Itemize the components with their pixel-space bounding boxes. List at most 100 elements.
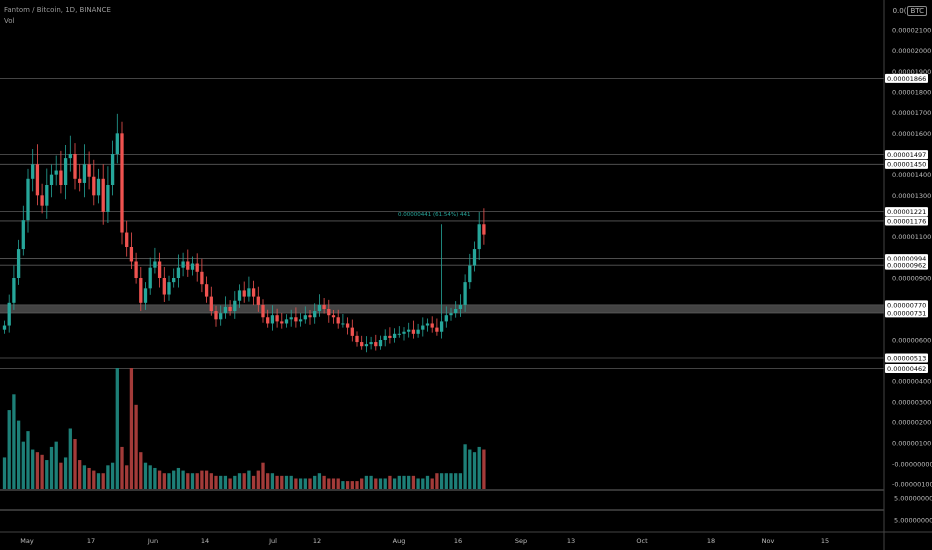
currency-selector[interactable]: 0.0(BTC [893,6,927,16]
price-tick-label: 0.00001800 [892,89,931,97]
volume-bar [106,465,110,489]
volume-bar [369,475,373,489]
candle-body [355,335,359,343]
candle-body [350,327,354,336]
level-price-label: 0.00001866 [887,75,926,83]
volume-bar [143,462,148,489]
candle-body [45,185,49,206]
volume-bar [162,473,166,489]
candle-body [237,290,242,301]
candle-body [430,323,434,328]
measurement-tool: 0.00000441 (61.54%) 441 [398,212,471,316]
candle-body [63,158,68,185]
candle-body [449,313,453,316]
volume-bar [228,478,232,489]
candle-body [54,170,58,175]
candle-body [336,317,340,324]
volume-bar [92,470,96,489]
candle-body [181,261,185,268]
price-tick-label: 0.00000900 [892,275,931,283]
level-price-label: 0.00000513 [887,354,926,362]
candle-body [364,344,369,347]
price-tick-label: 0.00001100 [892,233,931,241]
volume-bar [336,478,340,489]
candle-body [331,315,336,318]
volume-bar [284,475,289,489]
candle-body [49,174,54,185]
volume-bar [449,473,453,489]
time-tick-label: 16 [454,537,462,545]
volume-bar [360,478,364,489]
candle-body [482,224,486,235]
volume-indicator-label[interactable]: Vol [4,17,15,25]
volume-bar [407,475,411,489]
candle-body [129,247,134,262]
price-tick-label: -0.00000000 [892,461,932,469]
candle-body [411,329,416,334]
volume-bar [78,460,82,489]
volume-tick-label: 5.00000000 [894,517,932,525]
candle-body [59,170,63,185]
candle-body [101,178,105,212]
time-tick-label: Jul [268,537,277,545]
candle-body [378,340,383,347]
candle-body [463,282,467,305]
volume-bar [298,478,303,489]
time-tick-label: Sep [515,537,527,545]
price-tick-label: 0.00000100 [892,440,931,448]
volume-bar [317,473,322,489]
candle-body [21,220,25,250]
symbol-title: Fantom / Bitcoin, 1D, BINANCE [4,6,111,14]
level-price-tag [885,260,928,270]
volume-bar [45,460,49,489]
volume-bar [341,481,345,489]
candle-body [35,164,40,196]
volume-bar [477,446,481,489]
volume-bar [110,462,115,489]
volume-bar [219,475,223,489]
candle-body [143,288,148,303]
price-tick-label: 0.00001700 [892,109,931,117]
volume-bar [157,470,162,489]
time-tick-label: Nov [762,537,775,545]
currency-badge[interactable]: BTC [907,6,927,16]
volume-bar [12,394,16,489]
level-price-label: 0.00000994 [887,255,926,263]
time-tick-label: May [20,537,34,545]
price-tick-label: 0.00001600 [892,130,931,138]
volume-bar [482,449,486,489]
candle-body [383,335,387,340]
level-price-tag [885,353,928,363]
candle-body [407,329,411,332]
level-price-label: 0.00000962 [887,262,926,270]
price-axis: 0.00002100 0.00002000 0.00001900 0.00001800… [892,27,932,525]
candle-body [388,335,392,338]
time-tick-label: 18 [707,537,715,545]
volume-bar [378,478,383,489]
candle-body [134,261,138,278]
volume-bar [289,475,293,489]
candle-body [374,342,378,347]
volume-bar [40,454,44,489]
candle-body [303,315,307,320]
candle-body [397,333,401,335]
level-price-tag [885,73,928,83]
volume-bar [383,478,387,489]
price-tick-label: 0.00000300 [892,399,931,407]
candle-body [157,261,162,278]
candle-body [425,323,430,326]
volume-bar [167,473,171,489]
candle-body [176,267,181,278]
volume-bar [242,473,246,489]
price-tick-label: 0.00001400 [892,171,931,179]
candle-body [214,311,218,320]
volume-bar [345,481,350,489]
volume-bar [181,470,185,489]
volume-bar [54,441,58,489]
candle-body [327,309,331,316]
candle-body [139,278,143,303]
volume-bar [153,467,157,489]
level-price-tag [885,300,928,310]
